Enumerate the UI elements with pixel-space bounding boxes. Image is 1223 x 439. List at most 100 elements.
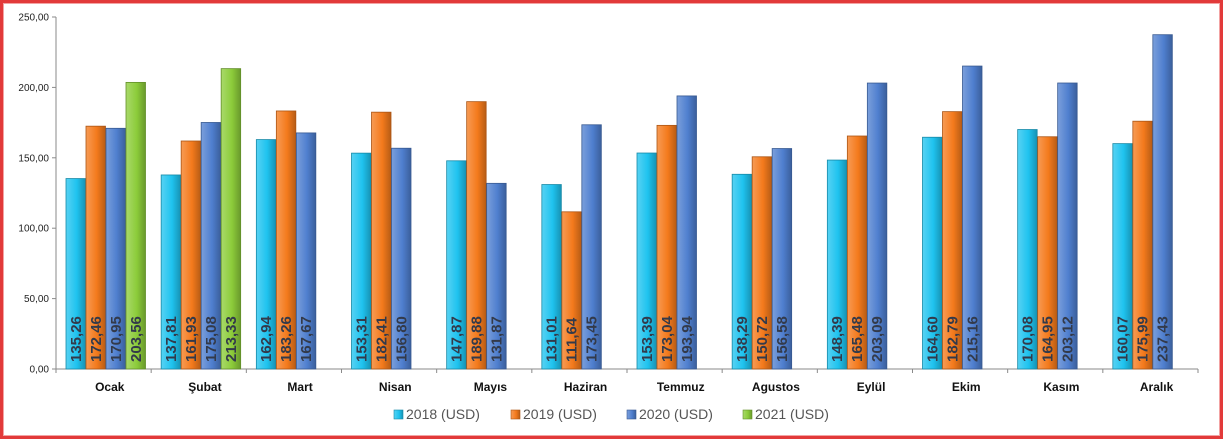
bar-2018usd-11 bbox=[1112, 143, 1133, 370]
category-labels: Ocak Şubat Mart Nisan Mayıs Haziran Temmuz Agus… bbox=[95, 380, 1174, 394]
y-tick-label: 200,00 bbox=[18, 83, 49, 94]
data-label: 203,56 bbox=[128, 316, 145, 362]
data-label: 156,80 bbox=[393, 316, 410, 362]
category-label: Mart bbox=[287, 380, 312, 394]
bar-2019usd-8 bbox=[846, 135, 868, 370]
bar-2018usd-1 bbox=[160, 174, 182, 370]
legend: 2018 (USD) 2019 (USD) 2020 (USD) 2021 (USD) bbox=[393, 406, 829, 422]
bar-2020usd-11 bbox=[1152, 34, 1173, 370]
category-label: Kasım bbox=[1043, 380, 1079, 394]
bar-2019usd-4 bbox=[466, 101, 487, 370]
bar-2018usd-6 bbox=[636, 152, 657, 370]
bar-2019usd-6 bbox=[656, 124, 677, 370]
data-label: 164,95 bbox=[1039, 316, 1056, 362]
legend-label: 2020 (USD) bbox=[639, 406, 713, 422]
y-tick-label: 100,00 bbox=[18, 224, 49, 235]
legend-swatch bbox=[742, 409, 753, 420]
data-label: 131,87 bbox=[488, 316, 505, 362]
category-label: Ocak bbox=[95, 380, 125, 394]
data-label: 147,87 bbox=[448, 316, 465, 362]
category-label: Agustos bbox=[752, 380, 800, 394]
category-label: Mayıs bbox=[474, 380, 508, 394]
data-label: 175,99 bbox=[1135, 316, 1152, 362]
y-tick-label: 250,00 bbox=[18, 13, 49, 24]
data-label: 189,88 bbox=[468, 316, 485, 362]
data-label: 182,79 bbox=[944, 316, 961, 362]
bar-2018usd-8 bbox=[826, 159, 848, 370]
data-label: 148,39 bbox=[829, 316, 846, 362]
legend-label: 2018 (USD) bbox=[406, 406, 480, 422]
bar-2020usd-8 bbox=[866, 82, 888, 370]
axes: 0,00 50,00 100,00 150,00 200,00 250,00 bbox=[18, 13, 1199, 376]
data-label: 161,93 bbox=[183, 316, 200, 362]
bar-2020usd-4 bbox=[486, 182, 507, 370]
data-label: 153,39 bbox=[639, 316, 656, 362]
bar-2018usd-10 bbox=[1017, 129, 1038, 370]
bar-2019usd-10 bbox=[1037, 136, 1058, 370]
data-labels: 135,26 172,46 170,95 203,56 137,81 161,93 175,… bbox=[68, 315, 1172, 362]
category-label: Nisan bbox=[379, 380, 412, 394]
bar-2018usd-3 bbox=[351, 152, 372, 370]
data-label: 137,81 bbox=[163, 316, 180, 362]
bar-2019usd-2 bbox=[275, 110, 297, 370]
data-label: 172,46 bbox=[88, 316, 105, 362]
bar-2020usd-6 bbox=[676, 95, 697, 370]
legend-swatch bbox=[626, 409, 637, 420]
legend-swatch bbox=[393, 409, 404, 420]
data-label: 183,26 bbox=[278, 316, 295, 362]
data-label: 131,01 bbox=[544, 316, 561, 362]
y-tick-label: 50,00 bbox=[24, 294, 49, 305]
category-label: Temmuz bbox=[657, 380, 705, 394]
data-label: 237,43 bbox=[1155, 316, 1172, 362]
bar-2019usd-7 bbox=[751, 156, 773, 370]
data-label: 175,08 bbox=[203, 316, 220, 362]
bars bbox=[65, 34, 1173, 370]
data-label: 203,09 bbox=[869, 316, 886, 362]
bar-2021usd-0 bbox=[125, 81, 146, 370]
data-label: 138,29 bbox=[734, 316, 751, 362]
legend-swatch bbox=[510, 409, 521, 420]
category-label: Aralık bbox=[1140, 380, 1174, 394]
bar-2018usd-0 bbox=[65, 178, 86, 370]
data-label: 213,33 bbox=[223, 316, 240, 362]
data-label: 156,58 bbox=[774, 316, 791, 362]
legend-label: 2019 (USD) bbox=[523, 406, 597, 422]
bar-2018usd-9 bbox=[922, 136, 943, 370]
bar-2020usd-1 bbox=[200, 122, 222, 370]
data-label: 164,60 bbox=[924, 316, 941, 362]
legend-label: 2021 (USD) bbox=[755, 406, 829, 422]
category-label: Şubat bbox=[188, 380, 221, 394]
data-label: 215,16 bbox=[964, 316, 981, 362]
data-label: 111,64 bbox=[564, 317, 581, 362]
category-label: Eylül bbox=[857, 380, 886, 394]
bar-2021usd-1 bbox=[220, 68, 242, 370]
bar-2020usd-5 bbox=[581, 124, 602, 370]
bar-2019usd-5 bbox=[561, 211, 582, 370]
data-label: 203,12 bbox=[1059, 316, 1076, 362]
y-tick-label: 150,00 bbox=[18, 153, 49, 164]
bar-chart: 0,00 50,00 100,00 150,00 200,00 250,00 135,26… bbox=[18, 13, 1199, 422]
bar-2019usd-0 bbox=[85, 125, 106, 370]
bar-2020usd-7 bbox=[771, 148, 793, 370]
bar-2018usd-7 bbox=[731, 173, 753, 370]
data-label: 153,31 bbox=[353, 316, 370, 362]
bar-2020usd-9 bbox=[962, 65, 983, 370]
bar-2019usd-3 bbox=[371, 111, 392, 370]
data-label: 135,26 bbox=[68, 316, 85, 362]
bar-2018usd-2 bbox=[255, 139, 277, 370]
y-tick-label: 0,00 bbox=[30, 365, 50, 376]
data-label: 167,67 bbox=[298, 316, 315, 362]
bar-2020usd-3 bbox=[391, 147, 412, 370]
bar-2020usd-2 bbox=[295, 132, 317, 370]
data-label: 165,48 bbox=[849, 316, 866, 362]
category-label: Ekim bbox=[952, 380, 981, 394]
data-label: 160,07 bbox=[1115, 316, 1132, 362]
bar-2018usd-4 bbox=[446, 160, 467, 370]
data-label: 170,95 bbox=[108, 316, 125, 362]
data-label: 193,94 bbox=[679, 315, 696, 362]
bar-2019usd-11 bbox=[1132, 120, 1153, 370]
category-label: Haziran bbox=[564, 380, 607, 394]
bar-2019usd-9 bbox=[942, 111, 963, 370]
data-label: 150,72 bbox=[754, 316, 771, 362]
